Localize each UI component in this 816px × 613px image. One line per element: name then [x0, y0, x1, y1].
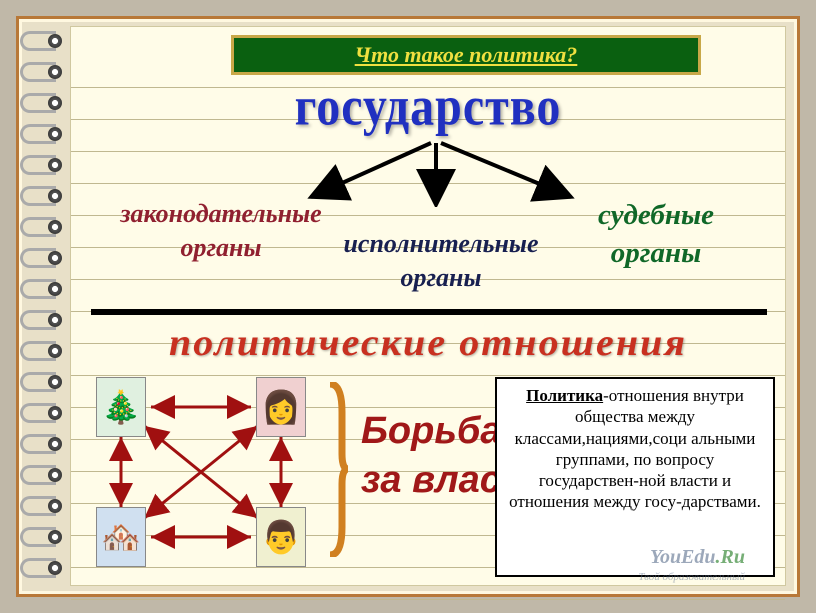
watermark-suffix: .Ru — [716, 546, 745, 568]
branch-executive: исполнительныеорганы — [311, 227, 571, 295]
branch-judicial: судебныеорганы — [541, 197, 771, 272]
section2-heading: политические отношения — [53, 321, 803, 365]
branch-judicial-text: судебныеорганы — [598, 199, 714, 269]
watermark: YouEdu.Ru — [650, 546, 745, 569]
village-icon: 🏘️ — [101, 518, 141, 556]
branch-legislative-text: законодательныеорганы — [120, 199, 321, 262]
diagram-node-a: 🎄 — [96, 377, 146, 437]
title-text: Что такое политика? — [355, 42, 578, 68]
tree-icon: 🎄 — [101, 388, 141, 426]
notebook-paper: Что такое политика? государство законода… — [70, 26, 786, 586]
watermark-main: YouEdu — [650, 546, 716, 568]
person-icon: 👩 — [261, 388, 301, 426]
person2-icon: 👨 — [261, 518, 301, 556]
divider-line — [91, 309, 767, 315]
diagram-node-d: 👨 — [256, 507, 306, 567]
definition-keyword: Политика — [526, 386, 603, 405]
branch-executive-text: исполнительныеорганы — [343, 229, 538, 292]
diagram-node-c: 🏘️ — [96, 507, 146, 567]
title-bar: Что такое политика? — [231, 35, 701, 75]
curly-bracket — [326, 382, 350, 557]
watermark-sub: Твой образовательный — [638, 571, 745, 583]
main-word: государство — [71, 75, 785, 138]
relations-diagram: 🎄 👩 🏘️ 👨 — [96, 377, 316, 567]
diagram-node-b: 👩 — [256, 377, 306, 437]
